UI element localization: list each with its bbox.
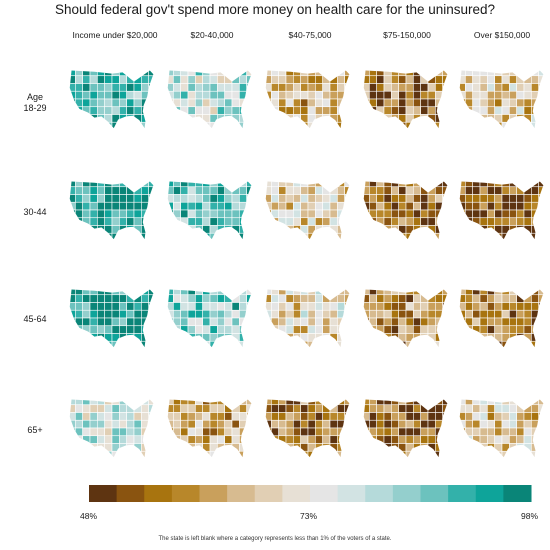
legend-swatch <box>171 485 201 502</box>
row-header-age-18-29: Age 18-29 <box>14 92 56 114</box>
legend-swatch <box>89 485 118 502</box>
legend-swatch <box>227 485 256 502</box>
legend-swatch <box>199 485 228 502</box>
legend-swatch <box>254 485 283 502</box>
legend-swatch <box>144 485 173 502</box>
row-header-age-prefix: Age <box>26 92 43 102</box>
row-header-age-range: 65+ <box>27 425 43 435</box>
row-header-age-65-plus: 65+ <box>14 425 56 436</box>
column-header-income-over-150k: Over $150,000 <box>473 30 531 40</box>
row-header-age-range: 18-29 <box>23 103 47 113</box>
legend-swatch <box>392 485 422 502</box>
legend-swatch <box>503 485 532 502</box>
legend-swatch <box>448 485 477 502</box>
legend-swatch <box>116 485 145 502</box>
legend-swatch <box>337 485 366 502</box>
legend-swatch <box>282 485 311 502</box>
footnote: The state is left blank where a category… <box>158 536 392 542</box>
legend-swatch <box>420 485 449 502</box>
chart-title: Should federal gov't spend more money on… <box>54 2 496 17</box>
row-header-age-range: 30-44 <box>23 207 47 217</box>
row-header-age-range: 45-64 <box>23 314 47 324</box>
legend-max-label: 98% <box>521 511 539 521</box>
legend-swatch <box>475 485 504 502</box>
column-header-income-75-150k: $75-150,000 <box>383 30 431 40</box>
column-header-income-20-40k: $20-40,000 <box>190 30 234 40</box>
legend-swatch <box>365 485 394 502</box>
row-header-age-45-64: 45-64 <box>14 314 56 325</box>
column-header-income-under-20k: Income under $20,000 <box>72 30 158 40</box>
legend-min-label: 48% <box>80 511 98 521</box>
legend-mid-label: 73% <box>300 511 318 521</box>
legend-swatch <box>310 485 339 502</box>
column-header-income-40-75k: $40-75,000 <box>288 30 332 40</box>
row-header-age-30-44: 30-44 <box>14 207 56 218</box>
